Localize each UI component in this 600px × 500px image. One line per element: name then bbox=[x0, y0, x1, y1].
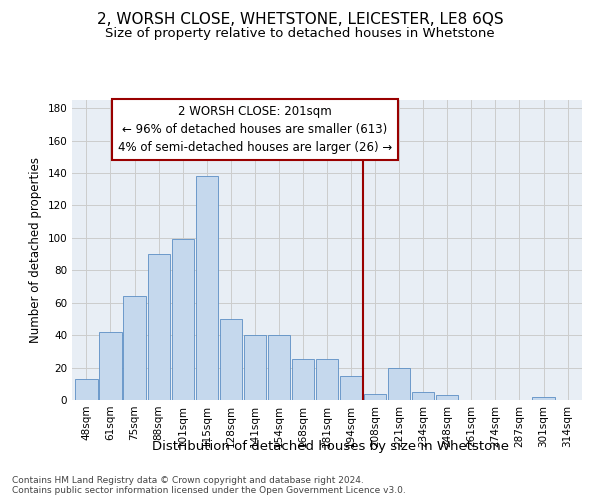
Bar bbox=[244, 335, 266, 400]
Text: Distribution of detached houses by size in Whetstone: Distribution of detached houses by size … bbox=[151, 440, 509, 453]
Text: 2 WORSH CLOSE: 201sqm
← 96% of detached houses are smaller (613)
4% of semi-deta: 2 WORSH CLOSE: 201sqm ← 96% of detached … bbox=[118, 105, 392, 154]
Bar bbox=[268, 335, 290, 400]
Bar bbox=[124, 296, 146, 400]
Bar bbox=[364, 394, 386, 400]
Bar bbox=[196, 176, 218, 400]
Bar bbox=[220, 319, 242, 400]
Text: Size of property relative to detached houses in Whetstone: Size of property relative to detached ho… bbox=[105, 28, 495, 40]
Bar bbox=[388, 368, 410, 400]
Text: Contains HM Land Registry data © Crown copyright and database right 2024.
Contai: Contains HM Land Registry data © Crown c… bbox=[12, 476, 406, 495]
Bar bbox=[76, 379, 98, 400]
Text: 2, WORSH CLOSE, WHETSTONE, LEICESTER, LE8 6QS: 2, WORSH CLOSE, WHETSTONE, LEICESTER, LE… bbox=[97, 12, 503, 28]
Bar bbox=[340, 376, 362, 400]
Bar bbox=[316, 360, 338, 400]
Y-axis label: Number of detached properties: Number of detached properties bbox=[29, 157, 42, 343]
Bar bbox=[532, 397, 554, 400]
Bar bbox=[172, 240, 194, 400]
Bar bbox=[148, 254, 170, 400]
Bar bbox=[412, 392, 434, 400]
Bar bbox=[292, 360, 314, 400]
Bar bbox=[436, 395, 458, 400]
Bar bbox=[100, 332, 122, 400]
